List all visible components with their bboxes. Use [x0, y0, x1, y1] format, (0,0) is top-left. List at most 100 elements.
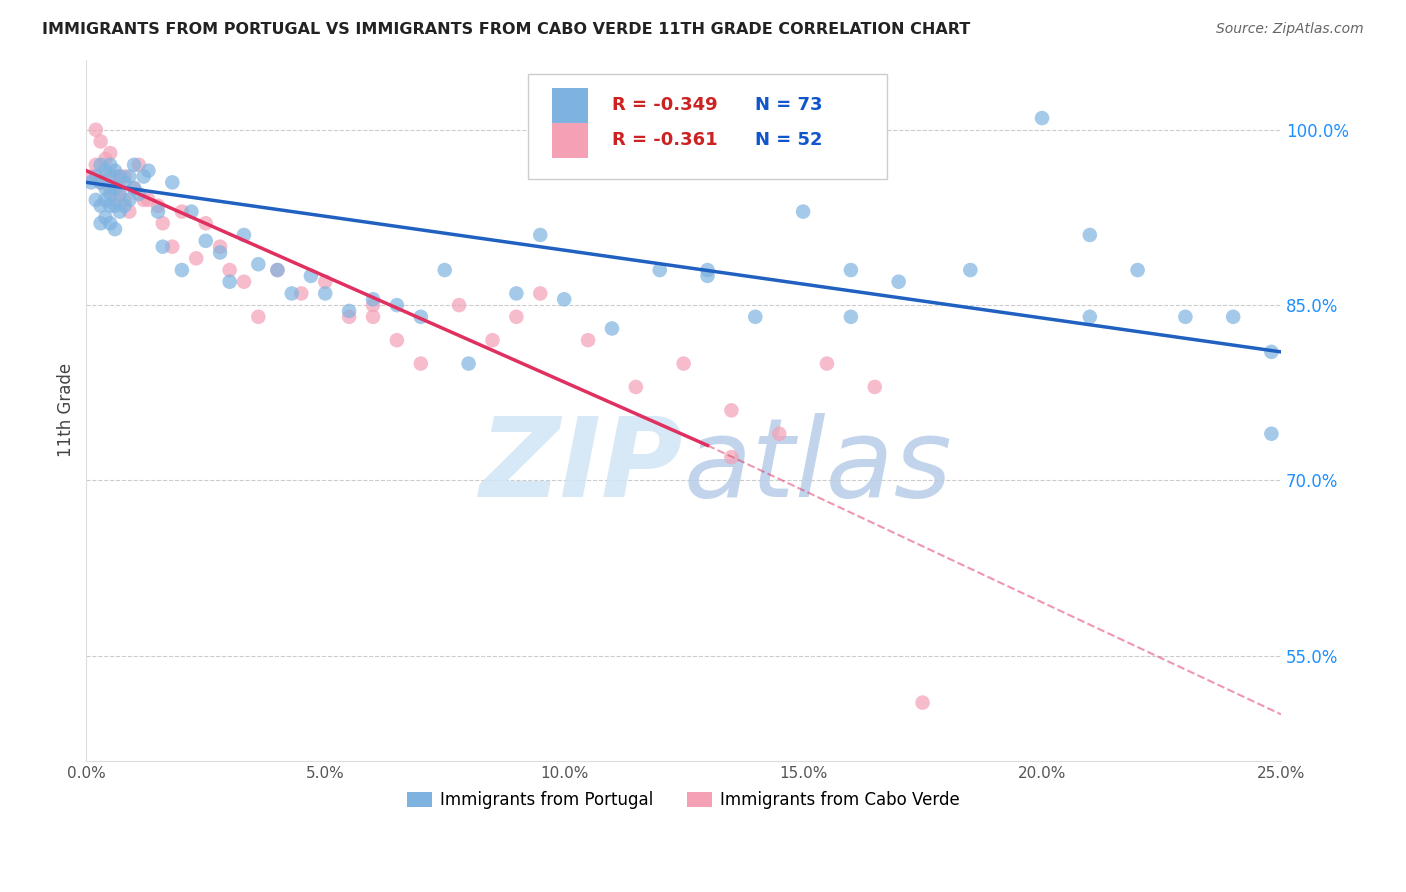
Point	[911, 696, 934, 710]
Point	[266, 263, 288, 277]
Text: Source: ZipAtlas.com: Source: ZipAtlas.com	[1216, 22, 1364, 37]
Point	[337, 310, 360, 324]
Text: R = -0.349: R = -0.349	[612, 96, 717, 114]
Point	[114, 175, 136, 189]
Point	[152, 216, 174, 230]
Point	[94, 211, 117, 225]
Point	[1031, 111, 1053, 125]
Point	[600, 321, 623, 335]
FancyBboxPatch shape	[529, 74, 887, 179]
Point	[152, 240, 174, 254]
Legend: Immigrants from Portugal, Immigrants from Cabo Verde: Immigrants from Portugal, Immigrants fro…	[401, 785, 967, 816]
Point	[553, 293, 575, 307]
Point	[114, 193, 136, 207]
Point	[672, 357, 695, 371]
Point	[447, 298, 470, 312]
Point	[281, 286, 304, 301]
Point	[768, 426, 790, 441]
Point	[361, 310, 384, 324]
Point	[108, 187, 131, 202]
Point	[128, 187, 150, 202]
Point	[409, 357, 432, 371]
Point	[218, 275, 240, 289]
Point	[337, 304, 360, 318]
Point	[128, 158, 150, 172]
Point	[104, 193, 127, 207]
Point	[1260, 344, 1282, 359]
Point	[385, 333, 408, 347]
Y-axis label: 11th Grade: 11th Grade	[58, 363, 75, 458]
Point	[90, 216, 112, 230]
Point	[94, 181, 117, 195]
Text: N = 73: N = 73	[755, 96, 823, 114]
Point	[247, 310, 270, 324]
Point	[266, 263, 288, 277]
Point	[98, 199, 121, 213]
Point	[90, 158, 112, 172]
Point	[84, 169, 107, 184]
Point	[1260, 426, 1282, 441]
Point	[118, 193, 141, 207]
Point	[385, 298, 408, 312]
Point	[108, 181, 131, 195]
Text: atlas: atlas	[683, 413, 952, 520]
Point	[233, 275, 256, 289]
Point	[132, 169, 155, 184]
Point	[122, 181, 145, 195]
Point	[839, 263, 862, 277]
Point	[959, 263, 981, 277]
Point	[314, 275, 336, 289]
Text: ZIP: ZIP	[479, 413, 683, 520]
Point	[887, 275, 910, 289]
Point	[209, 245, 232, 260]
Point	[194, 234, 217, 248]
Point	[162, 175, 184, 189]
Point	[104, 163, 127, 178]
Point	[457, 357, 479, 371]
Point	[90, 199, 112, 213]
Point	[792, 204, 814, 219]
Point	[696, 268, 718, 283]
Point	[98, 146, 121, 161]
Point	[108, 204, 131, 219]
FancyBboxPatch shape	[553, 87, 588, 123]
Point	[529, 227, 551, 242]
Point	[162, 240, 184, 254]
Point	[108, 169, 131, 184]
Point	[90, 135, 112, 149]
Point	[84, 158, 107, 172]
Point	[98, 187, 121, 202]
Point	[146, 204, 169, 219]
Point	[84, 122, 107, 136]
Point	[104, 199, 127, 213]
Point	[481, 333, 503, 347]
Point	[90, 175, 112, 189]
Point	[146, 199, 169, 213]
Point	[529, 286, 551, 301]
Point	[648, 263, 671, 277]
Point	[863, 380, 886, 394]
Point	[218, 263, 240, 277]
Point	[209, 240, 232, 254]
Point	[815, 357, 838, 371]
Point	[108, 169, 131, 184]
Point	[132, 193, 155, 207]
Point	[505, 286, 527, 301]
Point	[744, 310, 766, 324]
Point	[361, 298, 384, 312]
Point	[1078, 227, 1101, 242]
Point	[314, 286, 336, 301]
Point	[104, 222, 127, 236]
Point	[80, 175, 103, 189]
Point	[839, 310, 862, 324]
Point	[1222, 310, 1244, 324]
Point	[576, 333, 599, 347]
Point	[138, 193, 160, 207]
Point	[696, 263, 718, 277]
Point	[94, 193, 117, 207]
Point	[90, 175, 112, 189]
Point	[624, 380, 647, 394]
Point	[114, 169, 136, 184]
Point	[170, 263, 193, 277]
Text: N = 52: N = 52	[755, 131, 823, 149]
